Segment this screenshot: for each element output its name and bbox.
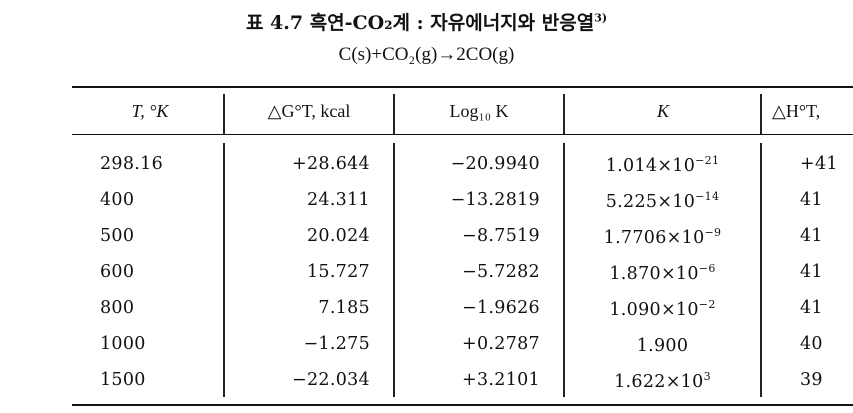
- delta-g-cell: −1.275: [303, 334, 370, 354]
- reaction-equation: C(s)+CO₂(g)→2CO(g): [338, 44, 515, 65]
- delta-g-cell: 20.024: [306, 226, 370, 246]
- table-title-text: 표 4.7 흑연-CO₂계 : 자유에너지와 반응열: [245, 12, 595, 34]
- delta-h-cell: 41: [800, 190, 823, 210]
- log-k-cell: +3.2101: [462, 370, 540, 390]
- k-exponent: −21: [695, 154, 720, 167]
- temperature-cell: 1000: [100, 334, 146, 354]
- k-mantissa: 1.7706×10: [603, 227, 705, 248]
- k-cell: 1.090×10−2: [570, 298, 755, 320]
- k-cell: 1.870×10−6: [570, 262, 755, 284]
- k-cell: 1.014×10−21: [570, 154, 755, 176]
- k-exponent: 3: [703, 370, 711, 383]
- temperature-cell: 400: [100, 190, 135, 210]
- table-header-rule: [72, 134, 853, 135]
- log-k-cell: −20.9940: [450, 154, 540, 174]
- delta-g-cell: 7.185: [318, 298, 370, 318]
- log-k-cell: −8.7519: [462, 226, 540, 246]
- delta-g-cell: 15.727: [306, 262, 370, 282]
- header-delta-h: △H°T,: [772, 101, 821, 121]
- k-exponent: −2: [698, 298, 716, 311]
- column-divider: [760, 143, 762, 397]
- column-divider: [563, 94, 565, 134]
- footnote-ref: 3): [594, 11, 608, 25]
- delta-g-cell: 24.311: [306, 190, 370, 210]
- k-mantissa: 1.090×10: [609, 299, 699, 320]
- delta-h-cell: 39: [800, 370, 823, 390]
- delta-g-cell: −22.034: [292, 370, 370, 390]
- table-bottom-rule: [72, 404, 853, 406]
- log-k-cell: −1.9626: [462, 298, 540, 318]
- column-divider: [223, 143, 225, 397]
- temperature-cell: 800: [100, 298, 135, 318]
- temperature-cell: 298.16: [100, 154, 164, 174]
- k-exponent: −6: [698, 262, 716, 275]
- delta-h-cell: 41: [800, 226, 823, 246]
- log-k-cell: +0.2787: [462, 334, 540, 354]
- column-divider: [393, 94, 395, 134]
- delta-g-cell: +28.644: [292, 154, 370, 174]
- delta-h-cell: +41: [800, 154, 838, 174]
- k-mantissa: 1.014×10: [605, 155, 696, 176]
- temperature-cell: 600: [100, 262, 135, 282]
- header-k: K: [656, 101, 669, 121]
- delta-h-cell: 40: [800, 334, 823, 354]
- k-mantissa: 5.225×10: [605, 191, 696, 212]
- header-delta-g: △G°T, kcal: [267, 101, 351, 121]
- table-top-rule: [72, 86, 853, 88]
- header-temperature: T, °K: [131, 101, 169, 121]
- table-title: 표 4.7 흑연-CO₂계 : 자유에너지와 반응열3): [0, 8, 853, 35]
- log-k-cell: −13.2819: [450, 190, 540, 210]
- k-mantissa: 1.622×10: [614, 371, 704, 392]
- log-k-cell: −5.7282: [462, 262, 540, 282]
- temperature-cell: 500: [100, 226, 135, 246]
- k-cell: 1.900: [570, 334, 755, 356]
- delta-h-cell: 41: [800, 262, 823, 282]
- k-exponent: −14: [695, 190, 720, 203]
- delta-h-cell: 41: [800, 298, 823, 318]
- temperature-cell: 1500: [100, 370, 146, 390]
- k-mantissa: 1.900: [636, 335, 689, 356]
- column-divider: [223, 94, 225, 134]
- k-cell: 5.225×10−14: [570, 190, 755, 212]
- k-mantissa: 1.870×10: [609, 263, 699, 284]
- column-divider: [393, 143, 395, 397]
- k-cell: 1.7706×10−9: [570, 226, 755, 248]
- column-divider: [563, 143, 565, 397]
- header-log-k: Log₁₀ K: [449, 101, 509, 121]
- k-cell: 1.622×103: [570, 370, 755, 392]
- k-exponent: −9: [704, 226, 722, 239]
- column-divider: [760, 94, 762, 134]
